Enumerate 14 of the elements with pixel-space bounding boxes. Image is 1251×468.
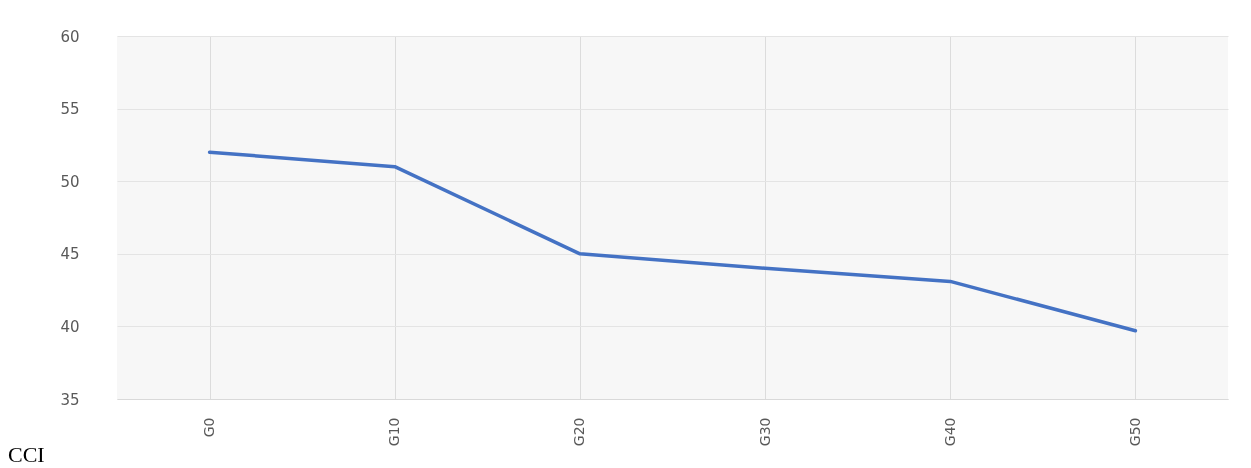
x-tick-label: G30 [756,417,773,447]
x-tick-label: G50 [1126,417,1143,447]
y-tick-label: 55 [60,100,80,119]
y-tick-label: 35 [60,390,80,409]
y-tick-label: 40 [60,317,80,336]
y-tick-label: 50 [60,172,80,191]
x-tick-label: G40 [941,417,958,447]
y-tick-label: 45 [60,245,80,264]
x-tick-label: G0 [201,417,218,438]
x-tick-label: G10 [386,417,403,447]
line-series [207,150,1138,333]
x-tick-label: G20 [571,417,588,447]
text: CCI [8,442,45,468]
y-tick-label: 60 [60,27,80,46]
